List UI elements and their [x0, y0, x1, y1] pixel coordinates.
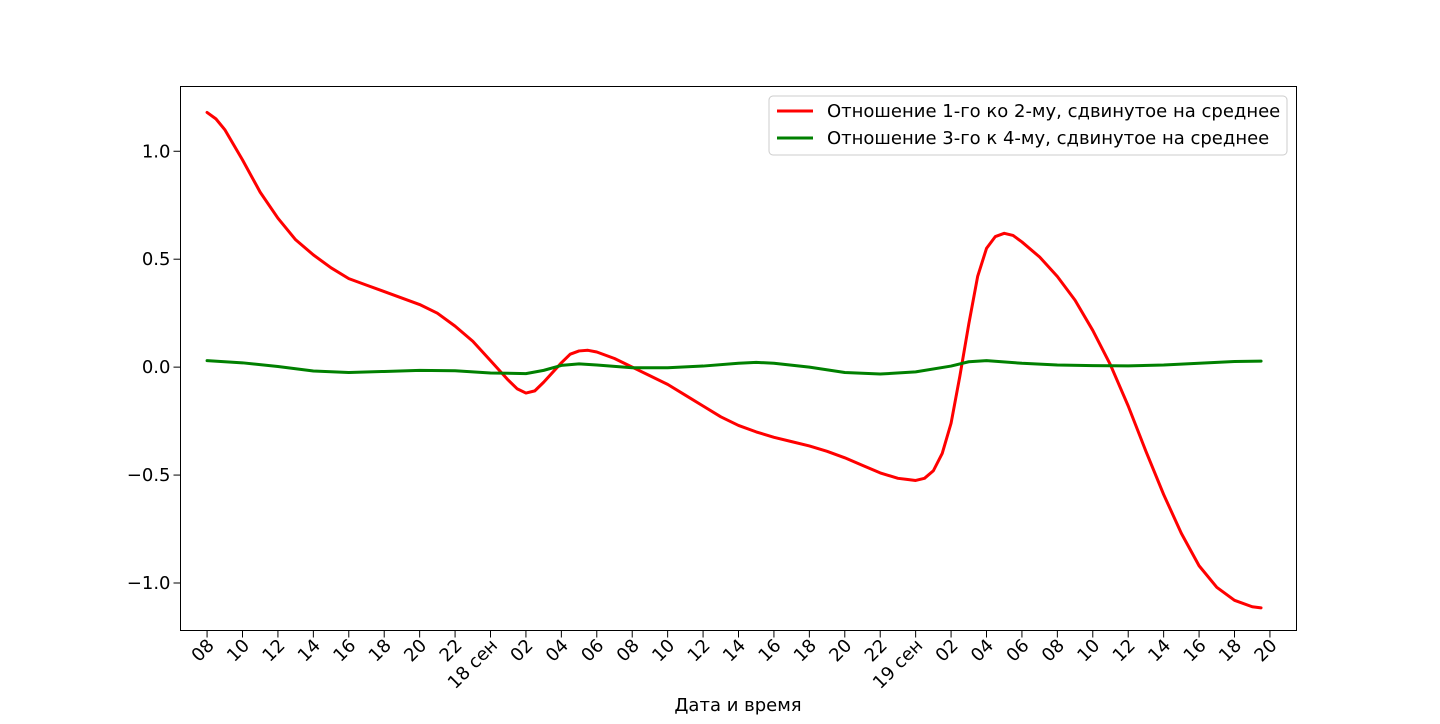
y-tick-label: 1.0: [142, 141, 171, 162]
y-axis: −1.0 −0.5 0.0 0.5 1.0: [127, 141, 181, 594]
legend-label-2: Отношение 3-го к 4-му, сдвинутое на сред…: [827, 128, 1269, 149]
y-tick-label: −0.5: [127, 465, 171, 486]
series-line-2: [205, 359, 1263, 376]
legend-label-1: Отношение 1-го ко 2-му, сдвинутое на сре…: [827, 101, 1280, 122]
y-tick-label: 0.0: [142, 357, 171, 378]
legend-box: [768, 95, 1288, 156]
y-tick-label: −1.0: [127, 573, 171, 594]
chart-legend: Отношение 1-го ко 2-му, сдвинутое на сре…: [768, 95, 1288, 156]
series-lines: [205, 110, 1263, 610]
x-axis-label: Дата и время: [674, 695, 801, 716]
y-tick-label: 0.5: [142, 249, 171, 270]
series-line-1: [205, 110, 1263, 610]
